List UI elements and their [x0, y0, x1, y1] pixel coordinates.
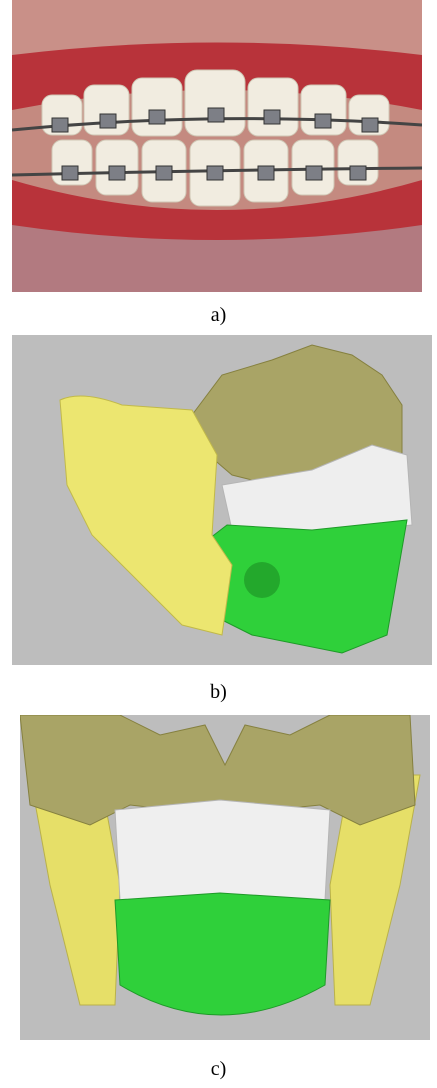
render-lateral [12, 335, 432, 665]
figure-page: a) b) c) (() => { const data = JSON.pars… [0, 0, 437, 1088]
caption: b) [0, 681, 437, 704]
caption: a) [0, 304, 437, 327]
render-frontal [20, 715, 430, 1040]
caption: c) [0, 1058, 437, 1081]
photo-braces [12, 0, 422, 292]
